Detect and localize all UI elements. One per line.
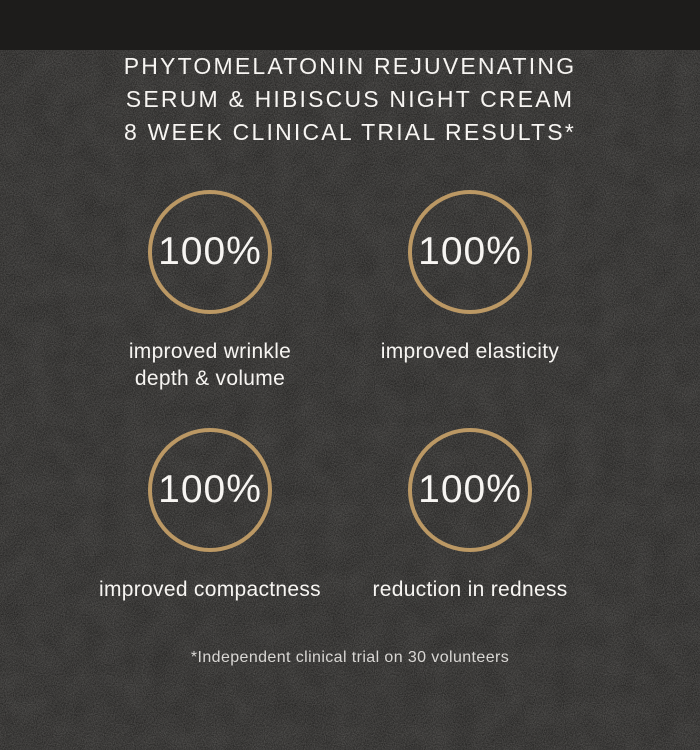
stat-label: improved compactness <box>99 578 321 601</box>
stat-elasticity: 100% improved elasticity <box>381 190 559 365</box>
stat-label: reduction in redness <box>372 578 568 601</box>
stat-value: 100% <box>418 468 522 511</box>
clinical-results-poster: PHYTOMELATONIN REJUVENATING SERUM & HIBI… <box>0 50 700 750</box>
stat-compactness: 100% improved compactness <box>99 428 321 603</box>
headline: PHYTOMELATONIN REJUVENATING SERUM & HIBI… <box>0 50 700 149</box>
stat-ring: 100% <box>147 190 272 314</box>
speckled-background-texture <box>0 50 700 750</box>
stat-value: 100% <box>158 468 262 511</box>
stat-label: improved wrinkle depth & volume <box>128 340 292 390</box>
stat-ring: 100% <box>148 428 272 552</box>
stat-redness: 100% reduction in redness <box>372 428 567 603</box>
stats-grid: 100% improved wrinkle depth & volume 100… <box>80 190 600 603</box>
title-line-2: SERUM & HIBISCUS NIGHT CREAM <box>125 86 575 112</box>
title-line-1: PHYTOMELATONIN REJUVENATING <box>123 53 577 79</box>
stat-ring: 100% <box>408 428 532 552</box>
poster-content: PHYTOMELATONIN REJUVENATING SERUM & HIBI… <box>0 50 700 750</box>
title-line-3: 8 WEEK CLINICAL TRIAL RESULTS* <box>123 119 576 145</box>
stat-ring: 100% <box>408 190 532 314</box>
stat-label: improved elasticity <box>380 340 560 363</box>
stat-wrinkle-depth: 100% improved wrinkle depth & volume <box>129 190 291 392</box>
stat-value: 100% <box>158 230 262 273</box>
stat-value: 100% <box>418 230 522 273</box>
footnote: *Independent clinical trial on 30 volunt… <box>190 649 510 666</box>
